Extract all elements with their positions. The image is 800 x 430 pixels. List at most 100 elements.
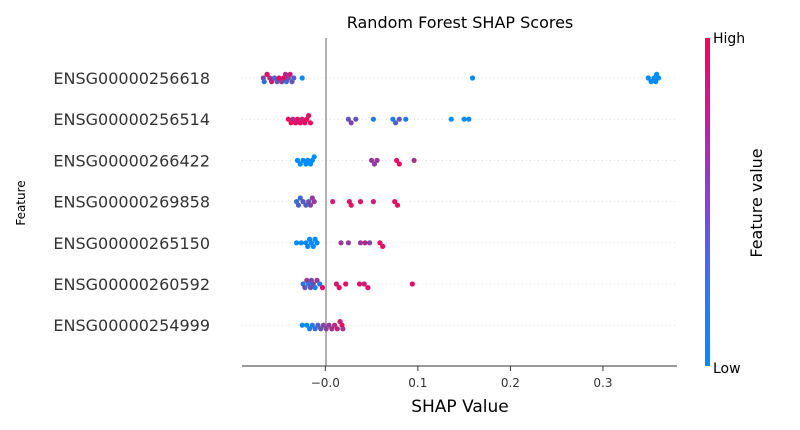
- shap-dot: [411, 157, 417, 163]
- shap-dot: [370, 199, 376, 205]
- shap-dot: [365, 285, 371, 291]
- shap-dot: [356, 281, 363, 287]
- shap-dot: [393, 120, 399, 126]
- shap-dot: [307, 120, 314, 126]
- shap-dot: [309, 322, 315, 328]
- shap-dot: [362, 240, 368, 246]
- shap-dot: [345, 116, 351, 122]
- shap-dot: [282, 71, 289, 77]
- shap-dot: [329, 326, 335, 332]
- shap-dot: [333, 281, 339, 287]
- shap-dot: [403, 116, 409, 122]
- shap-dot: [294, 240, 300, 246]
- shap-dot: [285, 116, 291, 122]
- colorbar-title: Feature value: [747, 148, 766, 257]
- shap-dot: [369, 157, 375, 163]
- feature-label: ENSG00000256618: [53, 69, 210, 88]
- feature-label: ENSG00000260592: [53, 275, 210, 294]
- x-tick-label: −0.0: [311, 376, 340, 390]
- shap-dot: [461, 116, 467, 122]
- shap-dot: [377, 240, 383, 246]
- shap-dot: [261, 79, 267, 85]
- shap-dot: [299, 116, 305, 122]
- colorbar-low-label: Low: [713, 361, 741, 377]
- shap-dot: [343, 281, 349, 287]
- shap-dot: [317, 281, 323, 287]
- shap-dot: [323, 326, 329, 332]
- shap-dot: [269, 79, 275, 85]
- shap-dot: [264, 71, 270, 77]
- shap-dot: [307, 326, 313, 332]
- shap-dot: [332, 322, 338, 328]
- x-axis-label: SHAP Value: [411, 397, 509, 417]
- shap-dot: [380, 243, 386, 249]
- shap-dot: [294, 116, 301, 122]
- x-tick-label: 0.3: [593, 376, 612, 390]
- shap-dot: [361, 281, 367, 287]
- shap-dot: [314, 277, 320, 283]
- shap-dot: [311, 199, 317, 205]
- shap-dot: [390, 116, 396, 122]
- shap-dot: [334, 326, 340, 332]
- shap-dot: [319, 285, 326, 291]
- shap-dot: [302, 285, 308, 291]
- shap-dot: [307, 285, 314, 291]
- shap-dot: [340, 326, 346, 332]
- shap-dot: [469, 75, 476, 81]
- shap-dot: [370, 116, 376, 122]
- shap-dot: [337, 319, 343, 325]
- shap-dot: [294, 157, 301, 163]
- feature-label: ENSG00000269858: [53, 193, 210, 212]
- shap-dot: [304, 322, 310, 328]
- colorbar: [705, 38, 710, 366]
- shap-dot: [367, 240, 373, 246]
- shap-dot: [312, 326, 318, 332]
- shap-dot: [374, 157, 380, 163]
- shap-dot: [300, 199, 306, 205]
- shap-dot: [655, 75, 662, 81]
- shap-dot: [312, 285, 318, 291]
- shap-dot: [396, 116, 402, 122]
- shap-dot: [298, 240, 304, 246]
- shap-dot: [353, 116, 359, 122]
- shap-dot: [310, 243, 316, 249]
- shap-dot: [295, 202, 302, 208]
- shap-dot: [299, 322, 305, 328]
- shap-dot: [287, 71, 293, 77]
- shap-dot: [276, 75, 282, 81]
- shap-dot: [314, 240, 320, 246]
- shap-dot: [336, 285, 342, 291]
- shap-dot: [394, 157, 400, 163]
- shap-dot: [306, 113, 312, 119]
- shap-dot: [392, 199, 398, 205]
- shap-dot: [320, 322, 326, 328]
- shap-dot: [297, 161, 303, 167]
- shap-dot: [271, 75, 277, 81]
- shap-dot: [394, 202, 401, 208]
- shap-dot: [307, 202, 314, 208]
- shap-dot: [357, 240, 364, 246]
- feature-label: ENSG00000254999: [53, 316, 210, 335]
- y-axis-label: Feature: [14, 180, 28, 225]
- shap-dot: [299, 75, 305, 81]
- shap-dot: [653, 79, 659, 85]
- shap-dot: [297, 195, 303, 201]
- shap-dot: [305, 157, 311, 163]
- shap-dot: [448, 116, 454, 122]
- dot-layer: [260, 71, 662, 332]
- shap-dot: [311, 154, 317, 160]
- shap-dot: [357, 199, 364, 205]
- shap-dot: [396, 161, 402, 167]
- chart-title: Random Forest SHAP Scores: [347, 13, 574, 32]
- shap-dot: [330, 199, 336, 205]
- shap-dot: [338, 240, 344, 246]
- shap-dot: [645, 75, 651, 81]
- shap-dot: [409, 281, 415, 287]
- shap-dot: [315, 322, 321, 328]
- shap-dot: [345, 240, 351, 246]
- shap-dot: [326, 322, 332, 328]
- feature-labels: ENSG00000256618 ENSG00000256514 ENSG000002…: [53, 69, 210, 335]
- feature-label: ENSG00000265150: [53, 234, 210, 253]
- colorbar-high-label: High: [713, 31, 745, 47]
